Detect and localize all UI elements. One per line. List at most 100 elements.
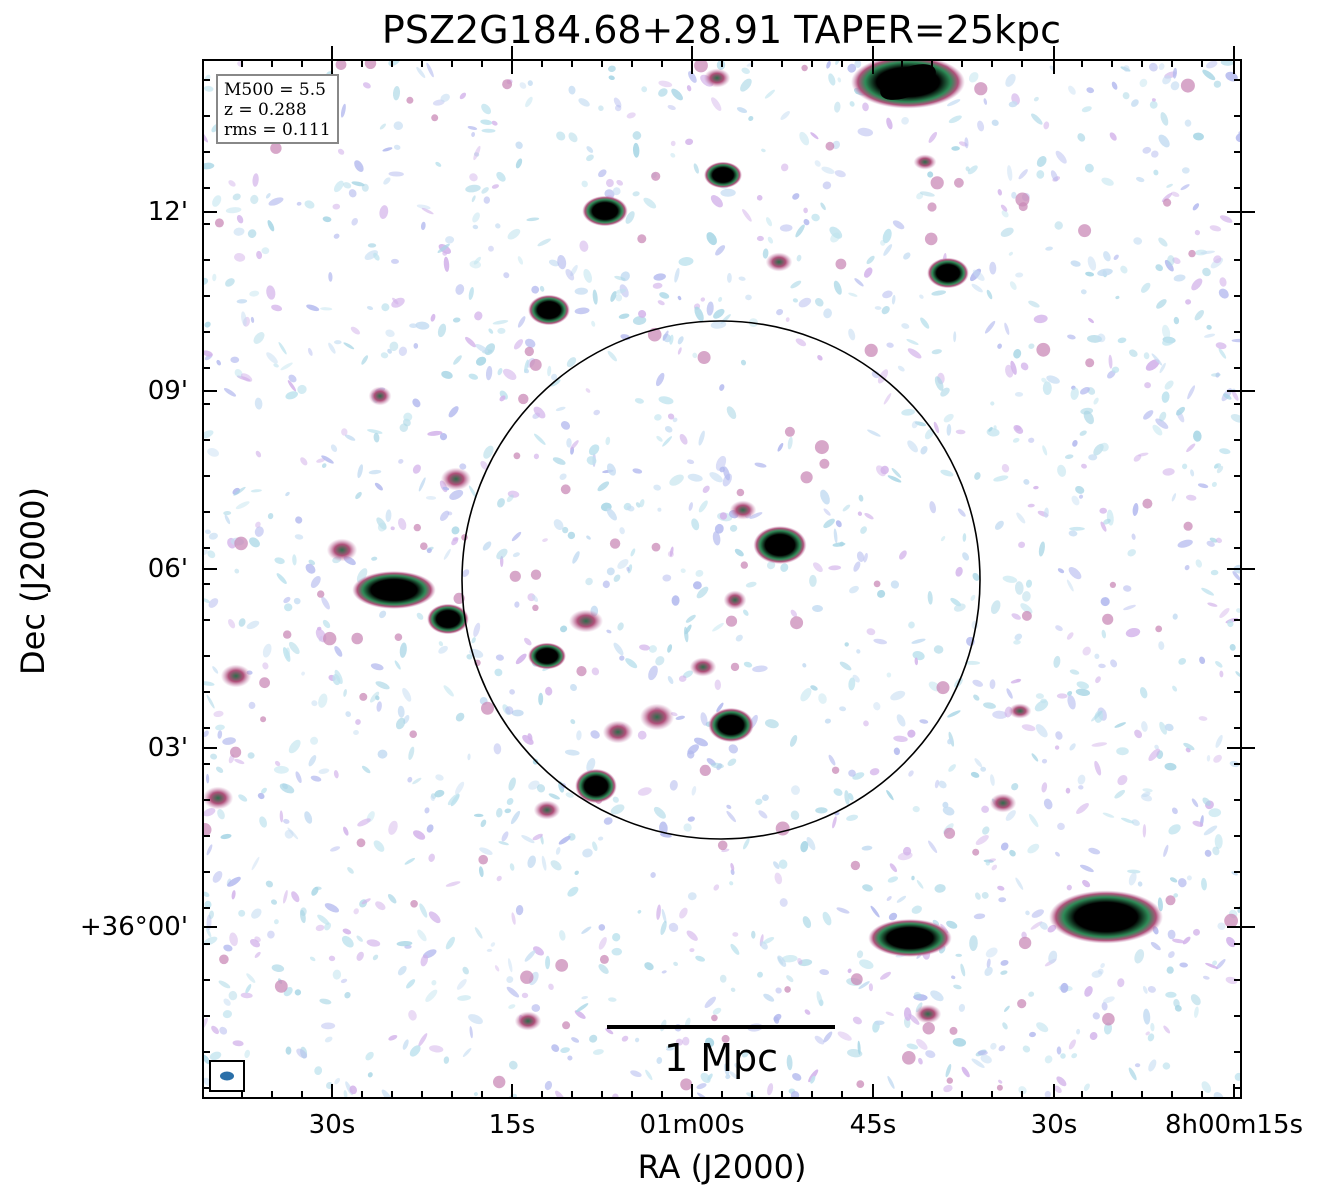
radio-source — [880, 64, 936, 100]
noise-blob — [714, 523, 724, 534]
noise-blob — [203, 430, 214, 439]
noise-blob — [426, 548, 432, 554]
noise-blob — [574, 307, 590, 315]
noise-blob — [1094, 710, 1104, 723]
noise-blob — [1076, 1028, 1081, 1035]
noise-blob — [572, 551, 580, 564]
noise-blob — [1151, 150, 1159, 158]
noise-blob — [1138, 452, 1149, 457]
noise-blob — [1205, 962, 1219, 969]
noise-blob — [907, 348, 922, 359]
noise-blob — [724, 1063, 730, 1077]
noise-blob — [694, 737, 708, 747]
noise-blob — [212, 195, 222, 207]
noise-blob — [667, 104, 676, 111]
noise-blob — [1144, 382, 1151, 389]
noise-blob — [1159, 362, 1166, 374]
noise-blob — [567, 833, 576, 841]
faint-emission — [1102, 1012, 1115, 1026]
noise-blob — [686, 85, 692, 92]
noise-blob — [1123, 604, 1136, 611]
noise-blob — [972, 679, 983, 687]
noise-blob — [550, 860, 562, 871]
noise-blob — [1162, 468, 1175, 476]
noise-blob — [1219, 277, 1227, 287]
noise-blob — [1215, 537, 1223, 544]
noise-blob — [618, 313, 630, 319]
noise-blob — [366, 939, 381, 947]
noise-blob — [370, 691, 380, 703]
noise-blob — [247, 229, 257, 238]
noise-blob — [1163, 1025, 1171, 1034]
noise-blob — [634, 1037, 640, 1043]
noise-blob — [908, 770, 914, 777]
noise-blob — [1169, 877, 1178, 883]
noise-blob — [373, 432, 380, 443]
noise-blob — [911, 638, 926, 644]
source-halo — [723, 590, 747, 610]
x-axis-label: RA (J2000) — [637, 1148, 807, 1186]
noise-blob — [606, 567, 615, 576]
noise-blob — [1212, 960, 1218, 966]
noise-blob — [482, 541, 492, 551]
noise-blob — [307, 347, 313, 356]
faint-emission — [954, 177, 964, 188]
noise-blob — [832, 542, 846, 547]
noise-blob — [828, 73, 836, 86]
noise-blob — [1078, 785, 1084, 790]
noise-blob — [539, 285, 545, 292]
noise-blob — [1120, 265, 1128, 274]
noise-blob — [608, 65, 616, 73]
noise-blob — [437, 323, 447, 338]
noise-blob — [1036, 170, 1045, 179]
noise-blob — [309, 956, 316, 962]
noise-blob — [953, 331, 957, 343]
noise-blob — [1070, 387, 1079, 400]
noise-blob — [871, 370, 880, 379]
noise-blob — [839, 706, 847, 712]
noise-blob — [311, 886, 319, 896]
noise-blob — [1005, 810, 1016, 821]
faint-emission — [922, 1022, 935, 1035]
noise-blob — [1018, 1086, 1027, 1095]
figure-title: PSZ2G184.68+28.91 TAPER=25kpc — [381, 8, 1062, 52]
noise-blob — [1060, 1053, 1066, 1059]
noise-blob — [796, 254, 802, 262]
noise-blob — [412, 777, 422, 785]
noise-blob — [1181, 463, 1188, 470]
noise-blob — [1127, 869, 1141, 874]
noise-blob — [533, 453, 540, 460]
noise-blob — [238, 909, 246, 917]
noise-blob — [558, 835, 571, 845]
noise-blob — [619, 655, 625, 661]
noise-blob — [658, 396, 674, 405]
noise-blob — [607, 350, 617, 362]
noise-blob — [863, 552, 868, 563]
noise-blob — [1067, 334, 1076, 340]
noise-blob — [833, 788, 843, 796]
noise-blob — [565, 792, 574, 798]
noise-blob — [1070, 260, 1081, 267]
faint-emission — [1188, 249, 1196, 258]
noise-blob — [710, 320, 727, 329]
noise-blob — [409, 1045, 421, 1057]
noise-blob — [1194, 1006, 1199, 1018]
noise-blob — [413, 343, 419, 349]
noise-blob — [837, 77, 842, 83]
noise-blob — [1158, 237, 1168, 247]
noise-blob — [1041, 377, 1047, 383]
noise-blob — [397, 705, 405, 718]
faint-emission — [520, 970, 534, 984]
noise-blob — [1011, 613, 1021, 620]
noise-blob — [234, 758, 245, 765]
noise-blob — [1207, 602, 1218, 607]
faint-emission — [927, 202, 937, 212]
noise-blob — [557, 254, 567, 270]
noise-blob — [605, 436, 611, 446]
faint-emission — [481, 701, 494, 715]
noise-blob — [803, 218, 810, 226]
noise-blob — [310, 575, 321, 589]
faint-emission — [576, 666, 587, 677]
noise-blob — [1164, 380, 1174, 390]
noise-blob — [1033, 96, 1039, 102]
